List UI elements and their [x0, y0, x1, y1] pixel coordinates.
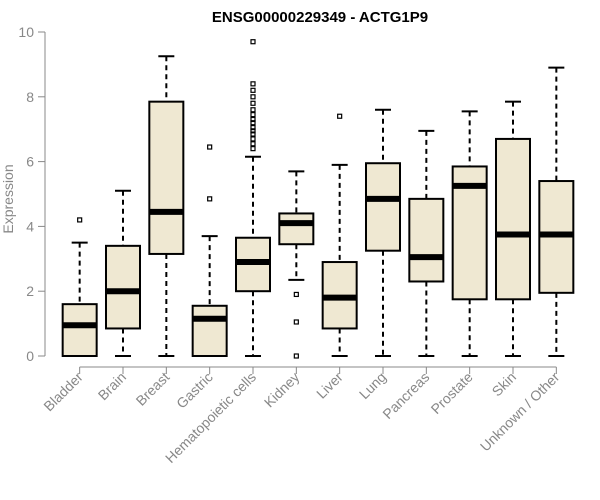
iqr-box [105, 244, 141, 330]
x-tick-label: Breast [133, 369, 173, 409]
outlier-point [250, 107, 256, 113]
y-tick-label: 0 [26, 348, 34, 364]
outlier-point [250, 136, 256, 142]
box-kidney [278, 170, 315, 359]
iqr-box [61, 303, 98, 358]
outlier-point [250, 128, 256, 134]
outlier-point [250, 94, 256, 100]
iqr-box [495, 137, 531, 301]
x-tick-label: Prostate [428, 369, 476, 417]
outlier-point [337, 113, 343, 119]
x-tick-label: Unknown / Other [477, 369, 563, 455]
iqr-box [148, 100, 185, 255]
box-gastric [191, 144, 228, 357]
box-skin [495, 100, 531, 357]
outlier-point [250, 112, 256, 118]
outlier-point [250, 141, 256, 147]
y-axis-label: Expression [0, 164, 16, 233]
box-lung [365, 108, 401, 357]
y-tick-label: 8 [26, 89, 34, 105]
outlier-point [250, 100, 256, 106]
box-pancreas [408, 129, 445, 357]
x-tick-label: Pancreas [379, 369, 432, 422]
box-unknown-other [538, 66, 575, 357]
y-tick-label: 4 [26, 218, 34, 234]
iqr-box [278, 212, 315, 246]
iqr-box [408, 197, 445, 283]
outlier-point [293, 319, 299, 325]
box-bladder [61, 217, 98, 358]
outlier-point [293, 353, 299, 359]
outlier-point [250, 120, 256, 126]
x-tick-label: Liver [313, 369, 346, 402]
x-tick-label: Bladder [40, 369, 86, 415]
outlier-point [250, 116, 256, 123]
box-brain [105, 189, 141, 357]
x-tick-label: Kidney [261, 369, 303, 411]
box-hematopoietic-cells [235, 39, 271, 357]
outlier-point [250, 146, 256, 152]
box-series [61, 39, 575, 359]
outlier-point [77, 217, 83, 223]
outlier-point [207, 196, 213, 202]
y-tick-label: 2 [26, 283, 34, 299]
outlier-point [293, 291, 299, 298]
box-liver [321, 113, 358, 357]
x-tick-label: Skin [489, 369, 520, 400]
outlier-point [250, 124, 256, 131]
chart-title: ENSG00000229349 - ACTG1P9 [212, 9, 428, 26]
x-tick-label: Gastric [173, 369, 216, 412]
outlier-point [250, 131, 256, 137]
outlier-point [250, 87, 256, 93]
y-tick-label: 10 [18, 24, 34, 40]
iqr-box [191, 304, 228, 357]
box-breast [148, 55, 185, 357]
x-tick-label: Brain [95, 369, 129, 403]
box-prostate [451, 110, 488, 357]
x-tick-label: Lung [356, 369, 389, 402]
iqr-box [365, 162, 401, 252]
outlier-point [207, 144, 213, 150]
y-tick-label: 6 [26, 154, 34, 170]
outlier-point [250, 81, 256, 87]
y-axis: 0 2 4 6 8 10 [18, 24, 46, 364]
outlier-point [250, 39, 256, 45]
